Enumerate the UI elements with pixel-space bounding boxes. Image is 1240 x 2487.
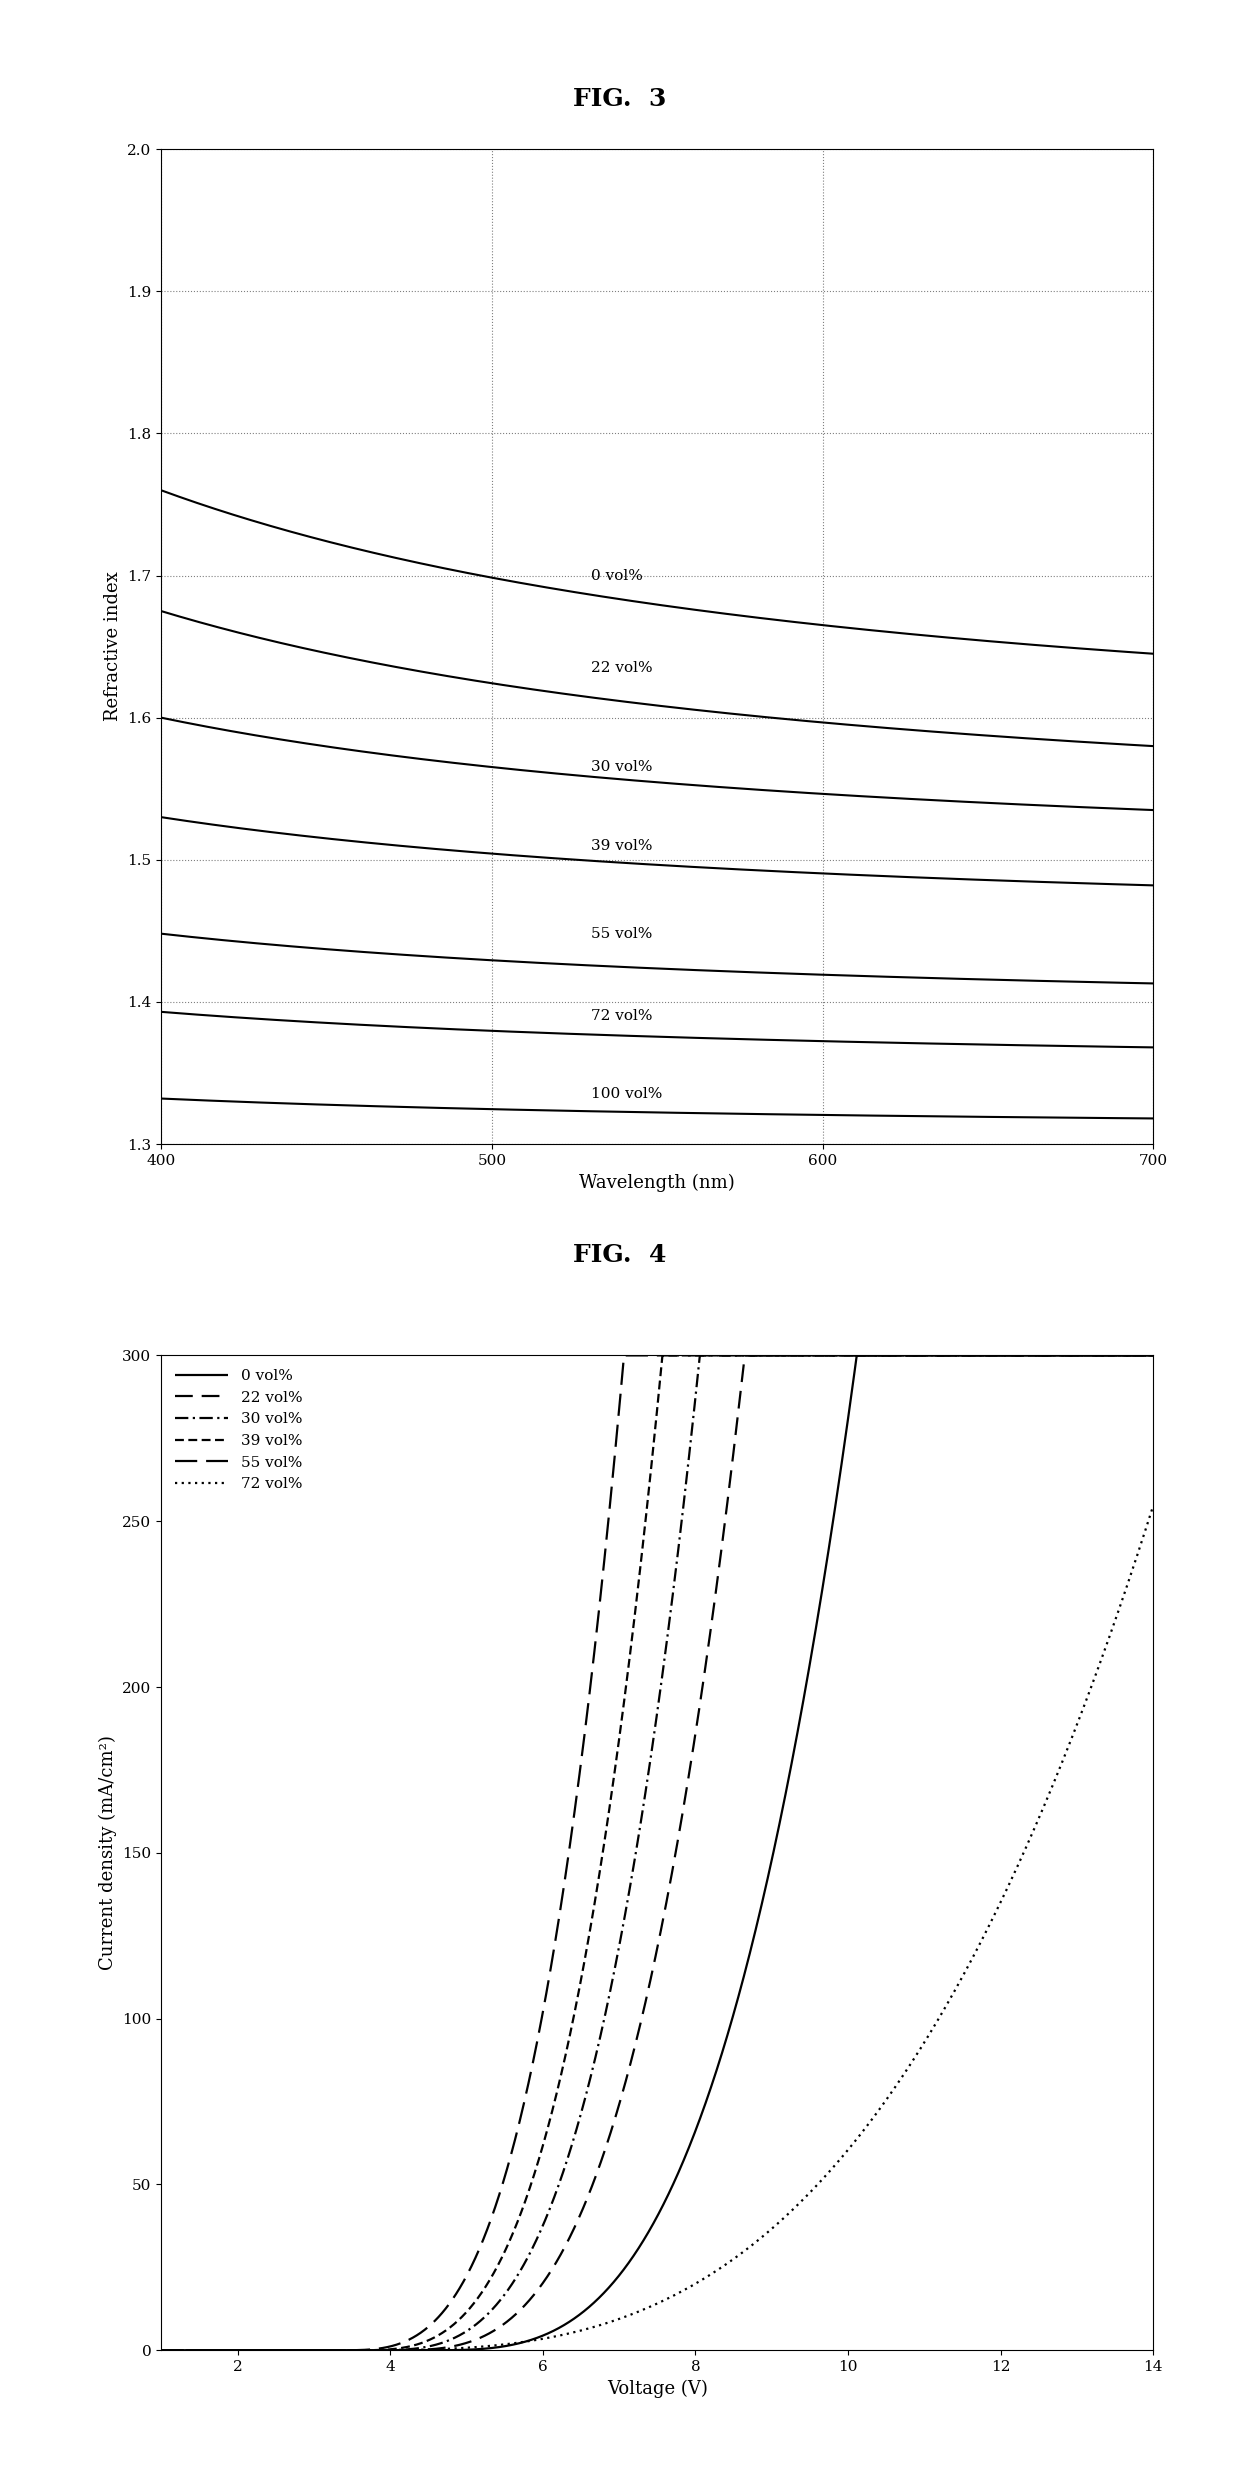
Text: 72 vol%: 72 vol% [591,1010,652,1022]
Text: 22 vol%: 22 vol% [591,662,652,674]
X-axis label: Voltage (V): Voltage (V) [606,2380,708,2397]
Y-axis label: Current density (mA/cm²): Current density (mA/cm²) [98,1736,117,1970]
Legend: 0 vol%, 22 vol%, 30 vol%, 39 vol%, 55 vol%, 72 vol%: 0 vol%, 22 vol%, 30 vol%, 39 vol%, 55 vo… [169,1363,309,1497]
Text: FIG.  3: FIG. 3 [573,87,667,112]
Text: 55 vol%: 55 vol% [591,928,652,940]
Text: FIG.  4: FIG. 4 [573,1244,667,1268]
Text: 39 vol%: 39 vol% [591,838,652,853]
X-axis label: Wavelength (nm): Wavelength (nm) [579,1174,735,1191]
Y-axis label: Refractive index: Refractive index [104,572,122,721]
Text: 30 vol%: 30 vol% [591,761,652,773]
Text: 0 vol%: 0 vol% [591,570,644,582]
Text: 100 vol%: 100 vol% [591,1087,662,1102]
